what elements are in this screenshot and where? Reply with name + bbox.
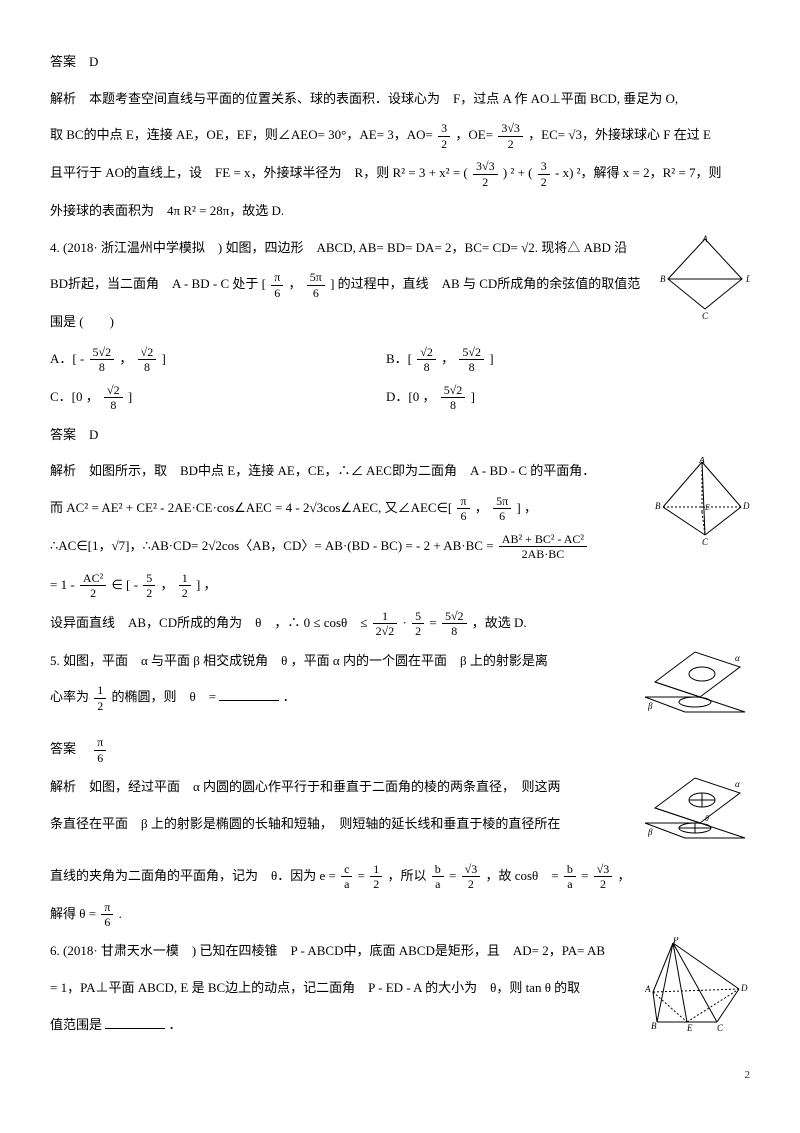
svg-text:β: β (647, 701, 653, 711)
analysis-text: 直线的夹角为二面角的平面角，记为 θ．因为 e = ca = 12 ，所以 ba… (50, 862, 750, 892)
svg-text:E: E (704, 503, 710, 512)
answer-label: 答案 π6 (50, 735, 750, 765)
svg-text:α: α (735, 653, 740, 663)
svg-text:C: C (702, 537, 709, 547)
answer-label: 答案 D (50, 421, 750, 450)
fill-blank (219, 687, 279, 701)
text: ] 的过程中，直线 AB 与 CD所成角的余弦值的取值范 (330, 276, 640, 291)
page-number: 2 (50, 1063, 750, 1087)
question-text: BD折起，当二面角 A - BD - C 处于 [ π6 ， 5π6 ] 的过程… (50, 270, 750, 300)
analysis-text: 解得 θ = π6 . (50, 900, 750, 930)
text: ，EC= √3，外接球球心 F 在过 E (528, 127, 711, 142)
fraction: 32 (538, 159, 550, 189)
fraction: 5π6 (307, 270, 325, 300)
question-text: 围是 ( ) (50, 308, 750, 337)
analysis-text: 解析 本题考查空间直线与平面的位置关系、球的表面积．设球心为 F，过点 A 作 … (50, 85, 750, 114)
text: ) ² + ( (503, 165, 533, 180)
analysis-text: = 1 - AC²2 ∈ [ - 52 ， 12 ] ， (50, 571, 750, 601)
fill-blank (105, 1015, 165, 1029)
svg-text:A: A (645, 984, 651, 994)
analysis-text: 外接球的表面积为 4π R² = 28π，故选 D. (50, 197, 750, 226)
svg-text:β: β (647, 827, 653, 837)
analysis-text: 而 AC² = AE² + CE² - 2AE·CE·cos∠AEC = 4 -… (50, 494, 750, 524)
svg-text:E: E (686, 1023, 693, 1032)
analysis-text: 解析 如图所示，取 BD中点 E，连接 AE，CE，∴∠ AEC即为二面角 A … (50, 457, 750, 486)
fraction: 32 (438, 121, 450, 151)
option-a: A．[ - 5√28 ， √28 ] (50, 345, 386, 375)
text: 且平行于 AO的直线上，设 FE = x，外接球半径为 R，则 R² = 3 +… (50, 165, 468, 180)
text: ， (289, 276, 302, 291)
svg-text:A: A (701, 234, 708, 244)
svg-text:B: B (651, 1021, 657, 1031)
diagram-dihedral-circles: α β (640, 647, 750, 728)
option-row: C．[0 ， √28 ] D．[0 ， 5√28 ] (50, 383, 750, 413)
option-d: D．[0 ， 5√28 ] (386, 383, 722, 413)
diagram-pyramid-pabcd: P A B C D E (645, 937, 750, 1043)
text: 取 BC的中点 E，连接 AE，OE，EF，则∠AEO= 30°，AE= 3，A… (50, 127, 433, 142)
diagram-quad-abcd: A D C B (660, 234, 750, 335)
analysis-text: 取 BC的中点 E，连接 AE，OE，EF，则∠AEO= 30°，AE= 3，A… (50, 121, 750, 151)
svg-text:D: D (745, 274, 750, 284)
diagram-dihedral-ellipse: α β θ (640, 773, 750, 854)
svg-text:θ: θ (705, 814, 709, 823)
svg-text:D: D (742, 501, 750, 511)
option-row: A．[ - 5√28 ， √28 ] B．[ √28 ， 5√28 ] (50, 345, 750, 375)
analysis-text: 且平行于 AO的直线上，设 FE = x，外接球半径为 R，则 R² = 3 +… (50, 159, 750, 189)
question-text: 4. (2018· 浙江温州中学模拟 ) 如图，四边形 ABCD, AB= BD… (50, 234, 750, 263)
svg-text:D: D (740, 983, 748, 993)
svg-text:α: α (735, 779, 740, 789)
svg-text:A: A (698, 457, 705, 465)
text: - x) ²，解得 x = 2，R² = 7，则 (555, 165, 722, 180)
analysis-text: ∴AC∈[1，√7]，∴AB·CD= 2√2cos〈AB，CD〉= AB·(BD… (50, 532, 750, 563)
text: BD折起，当二面角 A - BD - C 处于 [ (50, 276, 266, 291)
answer-label: 答案 D (50, 48, 750, 77)
svg-text:B: B (660, 274, 666, 284)
svg-text:P: P (672, 937, 679, 945)
text: ，OE= (455, 127, 493, 142)
fraction: 3√32 (473, 159, 498, 189)
svg-text:B: B (655, 501, 661, 511)
fraction: π6 (271, 270, 283, 300)
svg-text:C: C (702, 311, 709, 321)
option-c: C．[0 ， √28 ] (50, 383, 386, 413)
fraction: 3√32 (498, 121, 523, 151)
diagram-tetra-abcd: A B D C E (655, 457, 750, 563)
analysis-text: 设异面直线 AB，CD所成的角为 θ ，∴ 0 ≤ cosθ ≤ 12√2 · … (50, 609, 750, 639)
svg-text:C: C (717, 1023, 724, 1032)
option-b: B．[ √28 ， 5√28 ] (386, 345, 722, 375)
